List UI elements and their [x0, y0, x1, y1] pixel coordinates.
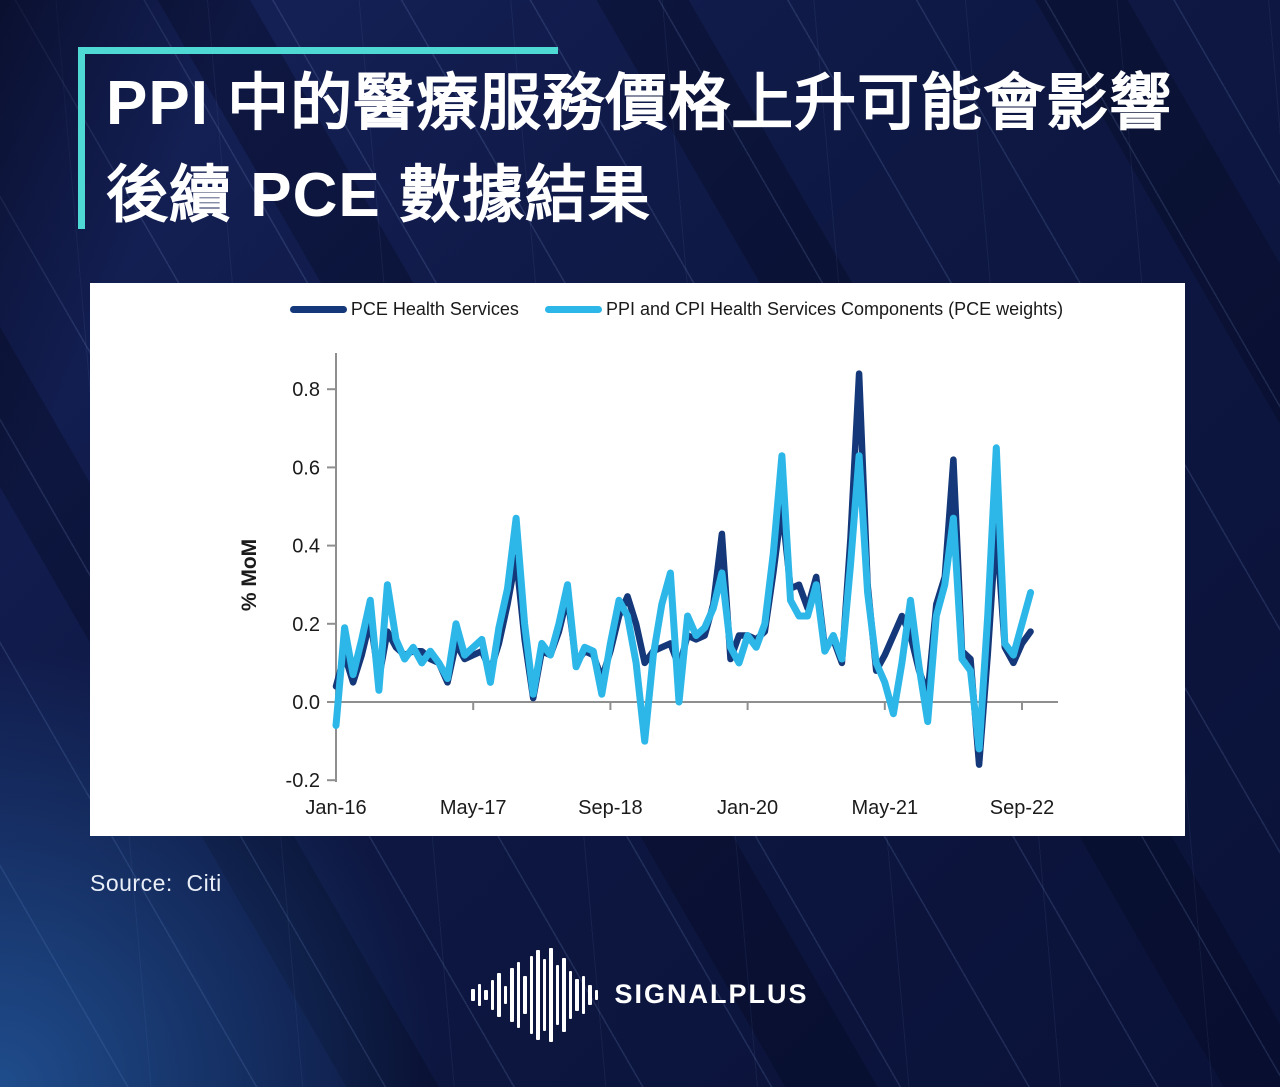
waveform-bar	[523, 975, 527, 1014]
waveform-bar	[594, 989, 599, 1000]
waveform-bar	[490, 979, 495, 1010]
legend-label-ppi-cpi: PPI and CPI Health Services Components (…	[605, 299, 1064, 319]
waveform-bar	[477, 983, 482, 1006]
waveform-bar	[562, 957, 566, 1032]
y-tick-label: 0.2	[292, 614, 320, 636]
waveform-bar	[536, 949, 540, 1040]
title-accent-bar-left	[78, 47, 85, 229]
legend-label-pce: PCE Health Services	[350, 299, 519, 319]
pce-line-swatch-icon	[289, 306, 347, 313]
source-attribution: Source: Citi	[90, 870, 222, 896]
waveform-bar	[516, 961, 521, 1028]
waveform-bar	[471, 988, 475, 1001]
chart-canvas: 0.8 0.6 0.4 0.2 0.0 -0.2 Jan-16 May-17 Sep-18 Jan…	[238, 353, 1058, 819]
x-tick-label: Jan-16	[305, 797, 366, 819]
waveform-bar	[581, 975, 586, 1014]
y-tick-label: 0.8	[292, 379, 320, 401]
waveform-bar	[503, 985, 508, 1004]
title-accent-bar-top	[78, 47, 558, 54]
signalplus-logo: SIGNALPLUS	[0, 942, 1280, 1047]
y-axis-title: % MoM	[238, 539, 261, 611]
page-title-line-2: 後續 PCE 數據結果	[106, 161, 651, 230]
waveform-bar	[555, 964, 560, 1025]
y-tick-label: 0.0	[292, 692, 320, 714]
x-tick-label: May-17	[440, 797, 507, 819]
waveform-bar	[497, 972, 501, 1017]
waveform-bar	[529, 955, 534, 1034]
x-tick-label: May-21	[851, 797, 918, 819]
waveform-bar	[588, 984, 592, 1005]
y-tick-label: 0.6	[292, 457, 320, 479]
y-tick-label: -0.2	[286, 770, 320, 792]
page-title-line-1: PPI 中的醫療服務價格上升可能會影響	[106, 69, 1173, 138]
ppi-cpi-line-swatch-icon	[544, 306, 602, 313]
waveform-bar	[484, 989, 488, 1000]
waveform-bar	[510, 967, 514, 1022]
ppi-cpi-series-line	[332, 444, 1035, 753]
x-tick-label: Sep-18	[578, 797, 643, 819]
y-tick-label: 0.4	[292, 536, 320, 558]
legend-item-pce: PCE Health Services	[289, 299, 519, 320]
x-tick-label: Sep-22	[990, 797, 1055, 819]
waveform-bar	[575, 978, 579, 1011]
waveform-bar	[568, 970, 573, 1019]
waveform-bar	[549, 947, 553, 1042]
page-title: PPI 中的醫療服務價格上升可能會影響 後續 PCE 數據結果	[106, 58, 1246, 242]
chart-panel: 0.8 0.6 0.4 0.2 0.0 -0.2 Jan-16 May-17 Sep-18 Jan…	[90, 283, 1185, 836]
chart-legend: PCE Health Services PPI and CPI Health S…	[90, 299, 1185, 320]
waveform-bar	[542, 958, 547, 1031]
signalplus-waveform-icon	[471, 945, 599, 1045]
signalplus-logo-text: SIGNALPLUS	[614, 979, 809, 1009]
legend-item-ppi-cpi: PPI and CPI Health Services Components (…	[544, 299, 1064, 320]
x-tick-label: Jan-20	[717, 797, 778, 819]
